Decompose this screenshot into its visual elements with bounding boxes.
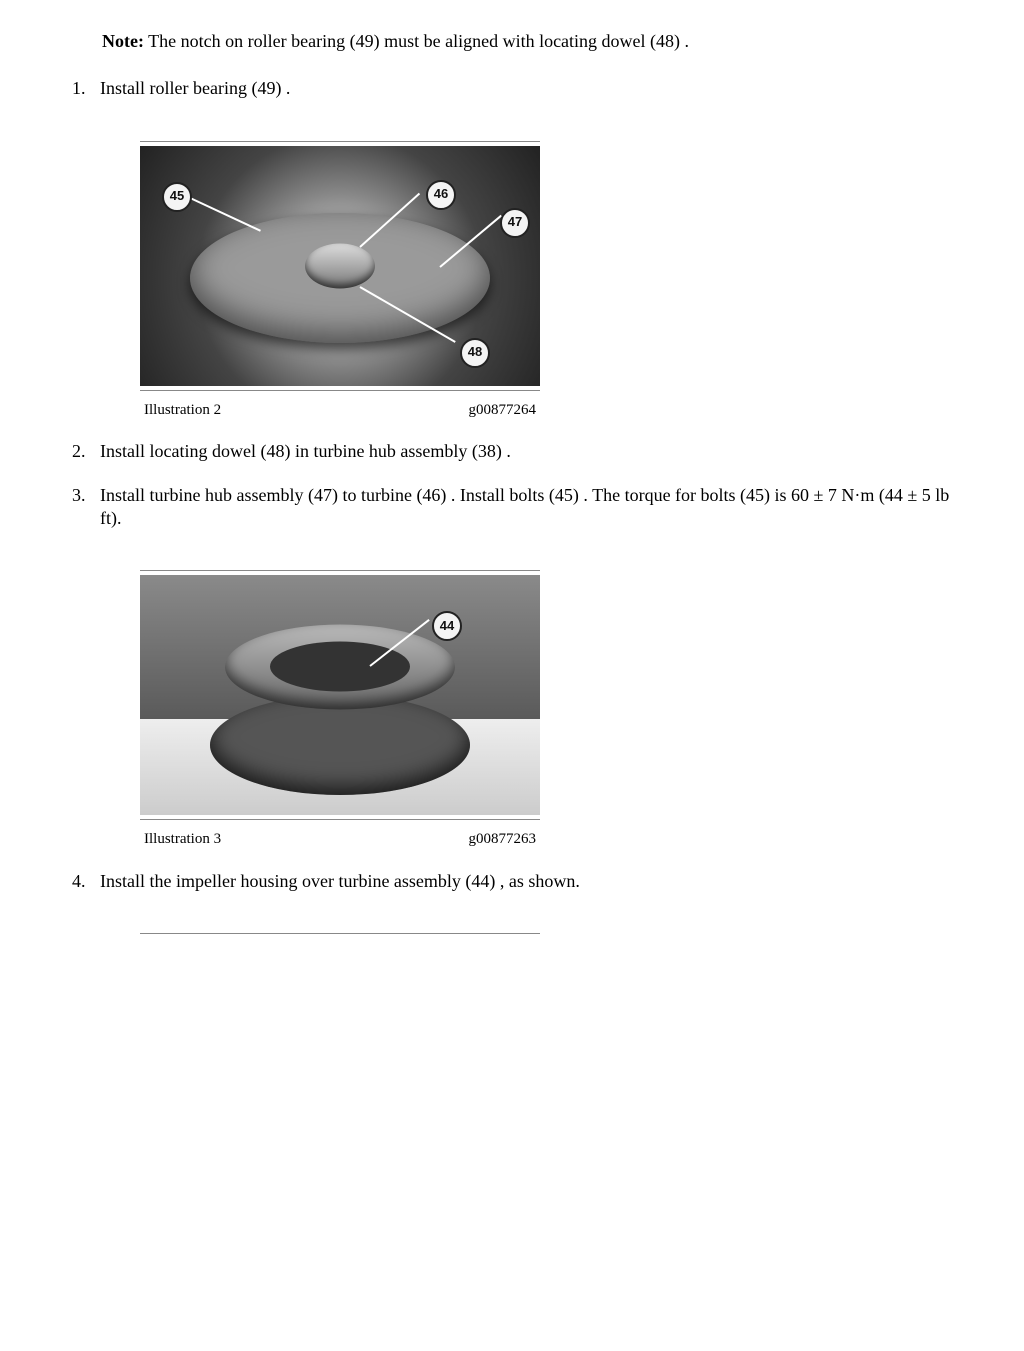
figure-1-caption-right: g00877264 <box>469 401 537 421</box>
procedure-list: Install roller bearing (49) . 45 46 47 4… <box>62 77 962 934</box>
figure-1-hub <box>305 243 375 288</box>
figure-2-caption-right: g00877263 <box>469 830 537 850</box>
step-4: Install the impeller housing over turbin… <box>90 870 962 934</box>
step-1-text: Install roller bearing (49) . <box>100 78 290 98</box>
step-2-text: Install locating dowel (48) in turbine h… <box>100 441 511 461</box>
callout-46: 46 <box>426 180 456 210</box>
note-block: Note: The notch on roller bearing (49) m… <box>102 30 962 53</box>
figure-1-caption-left: Illustration 2 <box>144 401 221 421</box>
figure-2-block: 44 Illustration 3 g00877263 <box>140 570 540 850</box>
callout-45: 45 <box>162 182 192 212</box>
step-4-text: Install the impeller housing over turbin… <box>100 871 580 891</box>
callout-47: 47 <box>500 208 530 238</box>
figure-2-rule-top <box>140 570 540 571</box>
figure-2-image: 44 <box>140 575 540 815</box>
callout-48: 48 <box>460 338 490 368</box>
figure-3-block <box>140 933 540 934</box>
step-1: Install roller bearing (49) . 45 46 47 4… <box>90 77 962 420</box>
figure-1-block: 45 46 47 48 Illustration 2 g00877264 <box>140 141 540 421</box>
note-label: Note: <box>102 31 144 51</box>
figure-2-caption-left: Illustration 3 <box>144 830 221 850</box>
figure-2-ring <box>225 624 455 709</box>
note-text: The notch on roller bearing (49) must be… <box>148 31 689 51</box>
figure-3-rule-top <box>140 933 540 934</box>
figure-1-caption: Illustration 2 g00877264 <box>140 401 540 421</box>
figure-2-base <box>210 695 470 795</box>
step-3-text: Install turbine hub assembly (47) to tur… <box>100 485 949 528</box>
step-2: Install locating dowel (48) in turbine h… <box>90 440 962 463</box>
figure-rule-bottom <box>140 390 540 391</box>
step-3: Install turbine hub assembly (47) to tur… <box>90 484 962 850</box>
figure-2-caption: Illustration 3 g00877263 <box>140 830 540 850</box>
figure-rule-top <box>140 141 540 142</box>
figure-1-image: 45 46 47 48 <box>140 146 540 386</box>
figure-2-rule-bottom <box>140 819 540 820</box>
